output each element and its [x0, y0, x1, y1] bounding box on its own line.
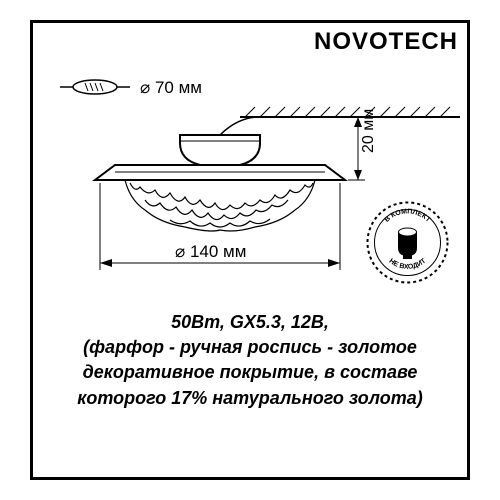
not-included-badge: В КОМПЛЕКТ НЕ ВХОДИТ — [365, 200, 450, 285]
spec-line-1: 50Вт, GX5.3, 12В, — [40, 310, 460, 335]
spec-line-2: (фарфор - ручная роспись - золотое — [40, 335, 460, 360]
logo-text: NOVOTECH — [314, 28, 458, 55]
screw-icon — [60, 80, 130, 94]
spec-line-4: которого 17% натурального золота) — [40, 386, 460, 411]
brand-logo: NOVOTECH — [314, 28, 458, 56]
fixture-body — [95, 135, 345, 180]
height-label: 20 мм — [360, 109, 377, 153]
bulb-icon — [398, 228, 417, 259]
spec-line-3: декоративное покрытие, в составе — [40, 360, 460, 385]
decorative-element — [125, 180, 315, 231]
hole-diameter-label: ⌀ 70 мм — [140, 78, 202, 97]
height-dimension: 20 мм — [348, 109, 377, 180]
ceiling-surface — [220, 107, 460, 135]
diameter-label: ⌀ 140 мм — [175, 242, 246, 261]
specifications-text: 50Вт, GX5.3, 12В, (фарфор - ручная роспи… — [40, 310, 460, 411]
